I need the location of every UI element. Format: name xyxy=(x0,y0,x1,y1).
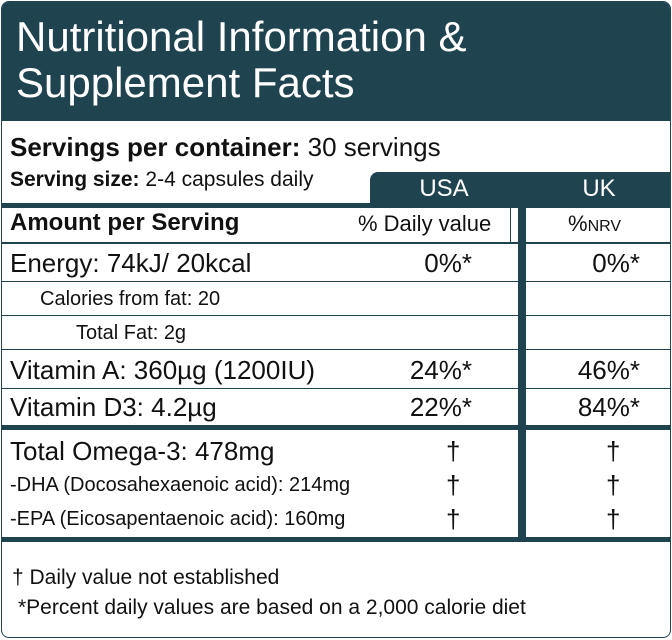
row-divider xyxy=(2,388,670,389)
omega-usa-value: † xyxy=(446,470,461,500)
row-divider xyxy=(2,281,670,282)
thick-divider-top xyxy=(2,203,670,208)
usa-daily-value-heading: % Daily value xyxy=(358,211,492,236)
uk-nrv-suffix: NRV xyxy=(587,218,622,235)
nutrient-usa-value: 0%* xyxy=(424,248,472,278)
amount-per-serving-label: Amount per Serving xyxy=(10,209,240,236)
omega-uk-value: † xyxy=(606,436,621,466)
omega-name: -DHA (Docosahexaenoic acid): 214mg xyxy=(10,474,351,496)
nutrient-uk-value: 0%* xyxy=(592,248,640,278)
servings-per-container-value: 30 servings xyxy=(307,132,441,162)
uk-nrv-heading: %NRV xyxy=(568,211,621,237)
serving-size-value: 2-4 capsules daily xyxy=(145,168,314,191)
omega-name: -EPA (Eicosapentaenoic acid): 160mg xyxy=(10,508,346,530)
uk-column-tab: UK xyxy=(526,172,670,204)
nutrient-name: Vitamin D3: 4.2µg xyxy=(10,392,217,422)
omega-usa-value: † xyxy=(446,504,461,534)
footnote-dagger: † Daily value not established xyxy=(12,566,280,589)
nutrient-name: Calories from fat: 20 xyxy=(40,288,221,310)
column-divider-thin xyxy=(510,208,511,242)
nutrient-name: Energy: 74kJ/ 20kcal xyxy=(10,248,252,278)
nutrient-uk-value: 46%* xyxy=(577,355,640,385)
thick-divider-bottom xyxy=(2,537,670,542)
row-divider xyxy=(2,315,670,316)
nutrient-uk-value: 84%* xyxy=(577,392,640,422)
serving-size: Serving size: 2-4 capsules daily xyxy=(10,168,314,192)
nutrient-usa-value: 22%* xyxy=(409,392,472,422)
omega-name: Total Omega-3: 478mg xyxy=(10,436,275,466)
servings-per-container-label: Servings per container: xyxy=(10,132,301,162)
title-line-1: Nutritional Information & xyxy=(16,13,467,60)
footnote-percent: *Percent daily values are based on a 2,0… xyxy=(18,596,526,619)
usa-column-tab: USA xyxy=(370,172,518,204)
thick-divider-middle xyxy=(2,425,670,430)
omega-uk-value: † xyxy=(606,470,621,500)
row-divider xyxy=(2,242,670,244)
nutrient-usa-value: 24%* xyxy=(409,355,472,385)
nutrient-name: Vitamin A: 360µg (1200IU) xyxy=(10,355,316,385)
label-header: Nutritional Information & Supplement Fac… xyxy=(2,2,670,121)
column-divider-usa-uk xyxy=(518,172,526,542)
omega-uk-value: † xyxy=(606,504,621,534)
row-divider xyxy=(2,349,670,350)
serving-size-label: Serving size: xyxy=(10,168,140,191)
servings-per-container: Servings per container: 30 servings xyxy=(10,132,441,163)
title-line-2: Supplement Facts xyxy=(16,59,355,106)
omega-usa-value: † xyxy=(446,436,461,466)
uk-nrv-percent: % xyxy=(568,211,588,236)
nutrient-name: Total Fat: 2g xyxy=(76,322,187,344)
